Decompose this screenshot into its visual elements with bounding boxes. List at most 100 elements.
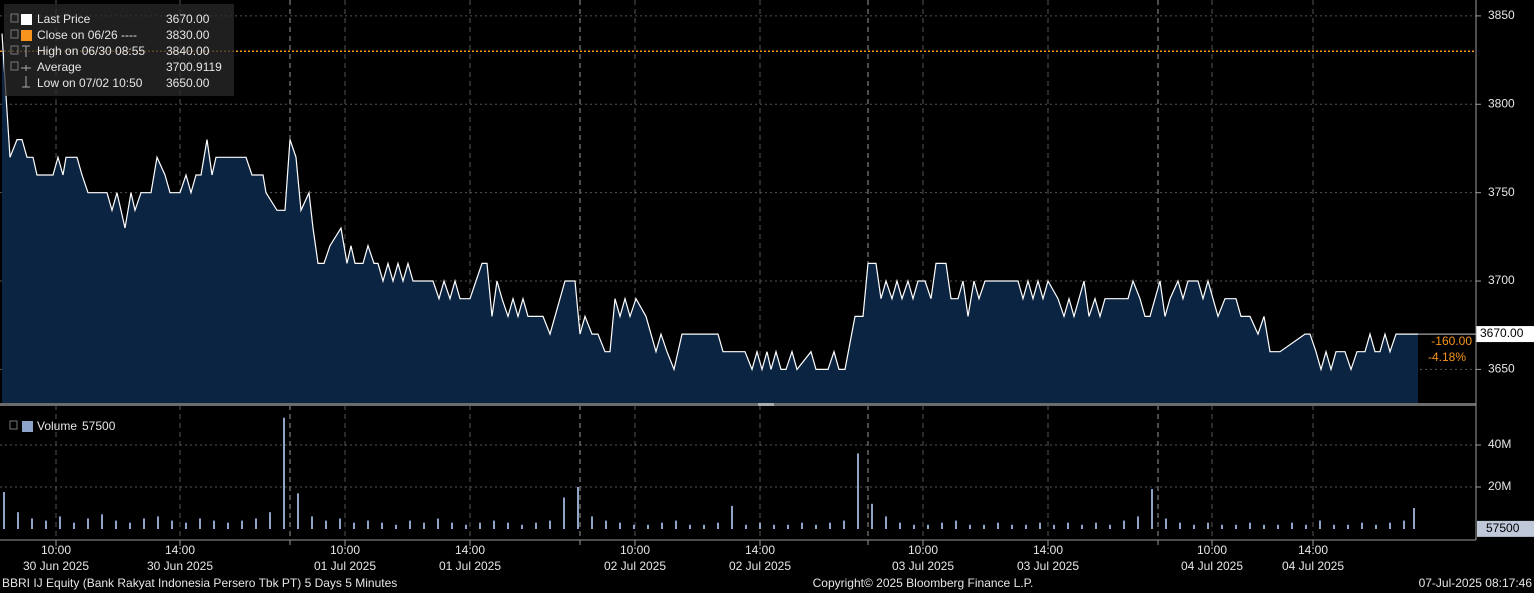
volume-bar: [815, 524, 817, 529]
volume-bar: [395, 524, 397, 529]
volume-bar: [1235, 524, 1237, 529]
volume-bar: [1011, 524, 1013, 529]
volume-bar: [213, 520, 215, 529]
x-tick-date: 02 Jul 2025: [604, 559, 666, 573]
x-tick-date: 03 Jul 2025: [892, 559, 954, 573]
volume-bar: [913, 524, 915, 529]
volume-bar: [969, 524, 971, 529]
y-tick-label: 40M: [1488, 437, 1511, 451]
volume-bar: [269, 512, 271, 529]
price-area: [2, 33, 1418, 403]
volume-bar: [563, 497, 565, 529]
volume-bar: [101, 514, 103, 529]
expand-icon: [10, 61, 19, 71]
volume-bar: [297, 493, 299, 529]
y-tick-label: 3850: [1488, 8, 1515, 22]
panel-divider: [0, 403, 1476, 406]
volume-bar: [829, 522, 831, 529]
legend-value: 3840.00: [166, 44, 210, 58]
volume-bar: [493, 520, 495, 529]
change-label: -160.00: [1431, 334, 1472, 348]
volume-bar: [591, 516, 593, 529]
footer-timestamp: 07-Jul-2025 08:17:46: [1419, 576, 1533, 590]
volume-bar: [1207, 522, 1209, 529]
volume-bar: [409, 520, 411, 529]
volume-bar: [661, 522, 663, 529]
volume-bar: [255, 518, 257, 529]
x-tick-date: 01 Jul 2025: [439, 559, 501, 573]
splitter-handle: [758, 403, 774, 406]
volume-bar: [381, 522, 383, 529]
volume-bar: [479, 522, 481, 529]
x-tick-date: 04 Jul 2025: [1181, 559, 1243, 573]
volume-bar: [899, 522, 901, 529]
marks: [0, 33, 1534, 537]
volume-bar: [941, 522, 943, 529]
volume-bar: [1277, 524, 1279, 529]
volume-bar: [689, 524, 691, 529]
volume-bar: [241, 520, 243, 529]
volume-bar: [857, 453, 859, 529]
footer-security: BBRI IJ Equity (Bank Rakyat Indonesia Pe…: [2, 576, 397, 590]
volume-bar: [1053, 524, 1055, 529]
change-pct-label: -4.18%: [1428, 350, 1466, 364]
volume-bar: [801, 522, 803, 529]
last-price-tag: [1476, 326, 1534, 343]
price-line: [1, 33, 1418, 372]
volume-bar: [1109, 524, 1111, 529]
expand-icon: [10, 45, 19, 55]
volume-bar: [703, 524, 705, 529]
volume-bar: [199, 518, 201, 529]
y-tick-label: 20M: [1488, 479, 1511, 493]
volume-bar: [3, 492, 5, 529]
volume-bar: [535, 522, 537, 529]
volume-legend-value: 57500: [82, 419, 116, 433]
volume-bar: [1413, 507, 1415, 529]
volume-bar: [1095, 522, 1097, 529]
volume-bar: [1305, 524, 1307, 529]
volume-bar: [129, 522, 131, 529]
y-tick-label: 3650: [1488, 362, 1515, 376]
volume-bar: [1403, 520, 1405, 529]
legend-label: Close on 06/26 ----: [37, 28, 137, 42]
volume-bar: [843, 520, 845, 529]
volume-bar: [73, 522, 75, 529]
volume-bar: [185, 522, 187, 529]
volume-bar: [1333, 524, 1335, 529]
x-tick-date: 04 Jul 2025: [1282, 559, 1344, 573]
volume-bar: [171, 520, 173, 529]
volume-bar: [577, 487, 579, 529]
volume-bar: [1151, 489, 1153, 529]
y-tick-label: 3800: [1488, 96, 1515, 110]
volume-bar: [731, 505, 733, 529]
volume-bar: [437, 518, 439, 529]
volume-bar: [1137, 516, 1139, 529]
last-volume-tag: [1477, 520, 1534, 537]
legend-value: 3830.00: [166, 28, 210, 42]
volume-bar: [451, 522, 453, 529]
volume-bar: [675, 520, 677, 529]
last-volume-label: 57500: [1486, 521, 1520, 535]
volume-bar: [353, 522, 355, 529]
x-tick-date: 03 Jul 2025: [1017, 559, 1079, 573]
volume-bar: [927, 524, 929, 529]
legend-value: 3670.00: [166, 12, 210, 26]
volume-bar: [871, 503, 873, 529]
volume-bar: [1375, 524, 1377, 529]
volume-bar: [997, 522, 999, 529]
volume-bar: [1291, 522, 1293, 529]
footer-copyright: Copyright© 2025 Bloomberg Finance L.P.: [813, 576, 1034, 590]
volume-bar: [633, 524, 635, 529]
volume-bar: [983, 524, 985, 529]
volume-bar: [227, 522, 229, 529]
volume-bar: [745, 524, 747, 529]
volume-bar: [87, 518, 89, 529]
volume-bar: [283, 417, 285, 529]
volume-bar: [31, 518, 33, 529]
x-tick-date: 01 Jul 2025: [314, 559, 376, 573]
volume-bar: [717, 522, 719, 529]
x-tick-label: 14:00: [745, 543, 775, 557]
volume-bar: [787, 524, 789, 529]
volume-bar: [143, 518, 145, 529]
